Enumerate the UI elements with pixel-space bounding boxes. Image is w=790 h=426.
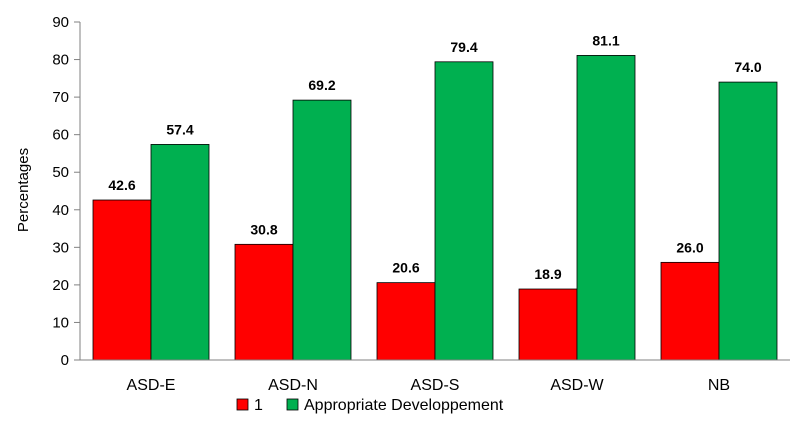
y-tick-label: 80 [52,52,69,69]
data-label: 30.8 [250,221,277,237]
data-label: 81.1 [592,32,619,48]
bar [376,282,436,361]
y-tick-label: 30 [52,239,69,256]
bar [576,55,636,361]
y-tick-label: 0 [61,352,69,369]
data-label: 20.6 [392,260,419,276]
y-tick-label: 60 [52,127,69,144]
bar [434,61,494,361]
data-label: 79.4 [450,39,477,55]
legend-swatch [286,398,299,411]
legend-label: 1 [254,397,263,414]
bar [518,288,578,361]
bar [660,261,720,361]
bar [92,199,152,361]
y-axis-title: Percentages [15,148,32,232]
data-label: 69.2 [308,77,335,93]
data-label: 26.0 [676,239,703,255]
y-tick-label: 10 [52,314,69,331]
y-tick-label: 50 [52,164,69,181]
data-label: 42.6 [108,177,135,193]
legend-label: Appropriate Developpement [304,397,504,414]
data-label: 18.9 [534,266,561,282]
data-label: 57.4 [166,121,193,137]
category-label: NB [708,377,730,394]
bar [234,243,294,361]
bar [292,99,352,361]
category-label: ASD-S [411,377,460,394]
legend-swatch [236,398,249,411]
bar [718,81,778,361]
category-label: ASD-E [127,377,176,394]
y-tick-label: 40 [52,202,69,219]
y-tick-label: 90 [52,14,69,31]
y-tick-label: 70 [52,89,69,106]
category-label: ASD-N [268,377,318,394]
category-label: ASD-W [550,377,604,394]
data-label: 74.0 [734,59,761,75]
y-tick-label: 20 [52,277,69,294]
bar [150,144,210,361]
